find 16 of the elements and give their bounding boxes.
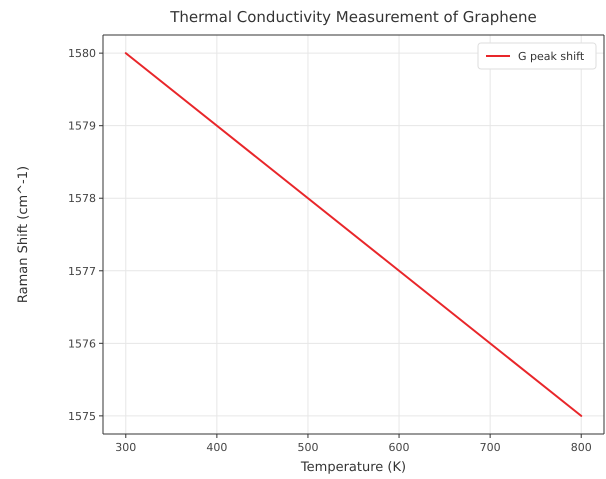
y-tick-label: 1577 [68,264,96,278]
y-tick-label: 1580 [68,47,96,60]
x-tick-label: 300 [115,441,136,454]
y-tick-label: 1579 [68,120,96,133]
x-tick-label: 400 [206,441,228,454]
x-axis-title: Temperature (K) [300,460,406,475]
legend-label: G peak shift [518,50,585,63]
x-tick-label: 800 [570,441,592,454]
chart-title: Thermal Conductivity Measurement of Graphene [169,8,537,26]
x-tick-label: 600 [388,441,410,454]
x-tick-label: 700 [480,441,501,454]
y-tick-label: 1576 [68,337,96,350]
y-tick-label: 1575 [68,410,96,423]
y-tick-label: 1578 [68,192,96,206]
x-tick-label: 500 [297,441,318,454]
y-axis-title: Raman Shift (cm^-1) [16,166,31,304]
